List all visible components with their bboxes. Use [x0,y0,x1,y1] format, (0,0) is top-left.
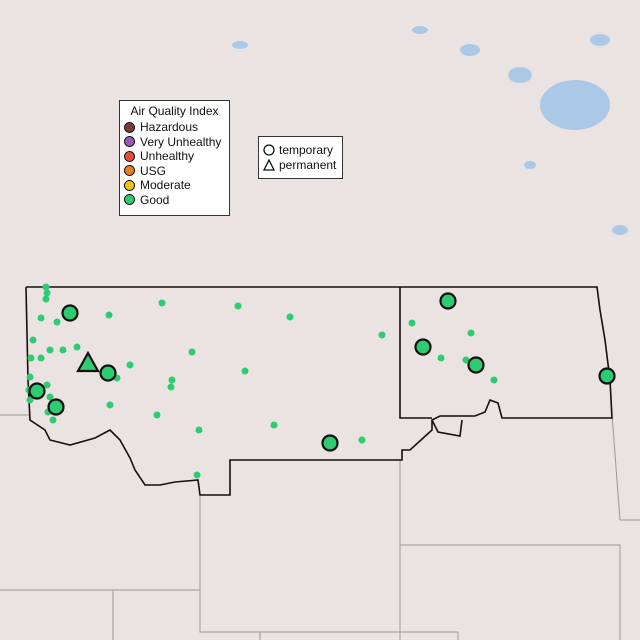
small-monitor-dot[interactable] [153,411,161,419]
small-monitor-dot[interactable] [49,416,57,424]
small-monitor-dot[interactable] [408,319,416,327]
small-monitor-dot[interactable] [241,367,249,375]
small-monitor-dot[interactable] [126,361,134,369]
small-monitor-dot[interactable] [168,376,176,384]
small-monitor-dot[interactable] [234,302,242,310]
small-monitor-dot[interactable] [53,318,61,326]
color-swatch-icon [124,194,135,206]
small-monitor-dot[interactable] [59,346,67,354]
small-monitor-dot[interactable] [46,346,54,354]
legend-label: Moderate [140,178,191,193]
state-lines [0,414,640,640]
legend-label: Very Unhealthy [140,134,222,149]
color-swatch-icon [124,136,135,148]
small-monitor-dot[interactable] [490,376,498,384]
legend-label: Unhealthy [140,149,195,164]
small-monitor-dot[interactable] [37,354,45,362]
small-monitor-dot[interactable] [73,343,81,351]
temporary-monitor-marker[interactable] [61,304,79,322]
triangle-icon [263,158,275,171]
small-monitor-dot[interactable] [26,373,34,381]
small-monitor-dot[interactable] [43,289,51,297]
temporary-monitor-marker[interactable] [598,367,616,385]
color-swatch-icon [124,121,135,133]
temporary-monitor-marker[interactable] [321,434,339,452]
small-monitor-dot[interactable] [195,426,203,434]
small-monitor-dot[interactable] [37,314,45,322]
legend-label: permanent [279,157,337,172]
small-monitor-dot[interactable] [46,393,54,401]
small-monitor-dot[interactable] [106,401,114,409]
permanent-monitor-marker[interactable] [76,350,100,373]
legend-item-moderate: Moderate [120,178,229,193]
small-monitor-dot[interactable] [42,283,50,291]
small-monitor-dot[interactable] [27,354,35,362]
small-monitor-dot[interactable] [158,299,166,307]
legend-label: USG [140,163,167,178]
small-monitor-dot[interactable] [462,356,470,364]
small-monitor-dot[interactable] [105,311,113,319]
legend-label: temporary [279,143,334,158]
small-monitor-dot[interactable] [467,329,475,337]
small-monitor-dot[interactable] [42,295,50,303]
small-monitor-dot[interactable] [43,381,51,389]
small-monitor-dot[interactable] [167,383,175,391]
aqi-legend-title: Air Quality Index [130,104,219,118]
small-monitor-dot[interactable] [188,348,196,356]
legend-temporary: temporary [259,143,342,158]
color-swatch-icon [124,179,135,191]
temporary-monitor-marker[interactable] [439,292,457,310]
legend-item-good: Good [120,193,229,208]
color-swatch-icon [124,150,135,162]
legend-item-unhealthy: Unhealthy [120,149,229,164]
small-monitor-dot[interactable] [358,436,366,444]
legend-label: Good [140,192,170,207]
temporary-monitor-marker[interactable] [28,382,46,400]
color-swatch-icon [124,165,135,177]
lakes [232,26,628,235]
monitor-type-legend: temporary permanent [258,136,343,179]
legend-item-very-unhealthy: Very Unhealthy [120,135,229,150]
small-monitor-dot[interactable] [270,421,278,429]
aqi-legend: Air Quality Index Hazardous Very Unhealth… [119,100,230,216]
small-monitor-dot[interactable] [437,354,445,362]
temporary-monitor-marker[interactable] [414,338,432,356]
small-monitor-dot[interactable] [378,331,386,339]
monitor-markers [25,283,616,479]
legend-label: Hazardous [140,120,199,135]
temporary-monitor-marker[interactable] [99,364,117,382]
small-monitor-dot[interactable] [26,396,34,404]
temporary-monitor-marker[interactable] [47,398,65,416]
small-monitor-dot[interactable] [193,471,201,479]
legend-item-usg: USG [120,164,229,179]
montana-north-dakota-border [25,286,613,496]
circle-icon [263,144,275,156]
temporary-monitor-marker[interactable] [467,356,485,374]
legend-permanent: permanent [259,158,342,173]
legend-item-hazardous: Hazardous [120,120,229,135]
small-monitor-dot[interactable] [286,313,294,321]
small-monitor-dot[interactable] [29,336,37,344]
